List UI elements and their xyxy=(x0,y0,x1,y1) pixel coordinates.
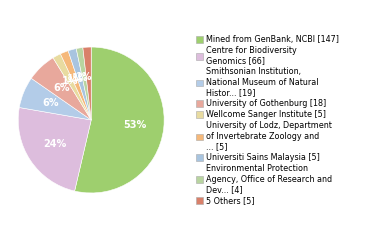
Text: 1%: 1% xyxy=(67,74,83,84)
Wedge shape xyxy=(68,48,91,120)
Legend: Mined from GenBank, NCBI [147], Centre for Biodiversity
Genomics [66], Smithsoni: Mined from GenBank, NCBI [147], Centre f… xyxy=(196,35,339,205)
Wedge shape xyxy=(76,48,91,120)
Wedge shape xyxy=(74,47,164,193)
Text: 6%: 6% xyxy=(53,83,70,93)
Text: 6%: 6% xyxy=(43,98,59,108)
Text: 53%: 53% xyxy=(123,120,146,130)
Wedge shape xyxy=(18,108,91,191)
Wedge shape xyxy=(53,54,91,120)
Text: 1%: 1% xyxy=(62,76,79,86)
Text: 24%: 24% xyxy=(43,139,66,149)
Wedge shape xyxy=(83,47,91,120)
Wedge shape xyxy=(19,78,91,120)
Wedge shape xyxy=(31,58,91,120)
Wedge shape xyxy=(60,51,91,120)
Text: 1%: 1% xyxy=(71,73,88,83)
Text: 1%: 1% xyxy=(76,72,92,82)
